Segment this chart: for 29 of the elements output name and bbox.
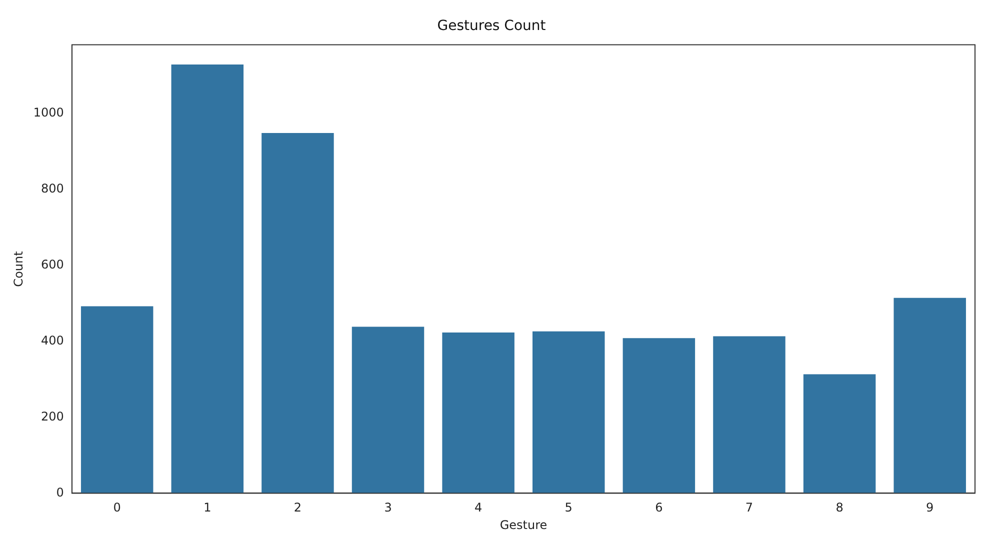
- bar: [442, 332, 514, 494]
- bar: [803, 374, 876, 494]
- x-tick-label: 0: [113, 500, 121, 515]
- x-tick-label: 1: [204, 500, 212, 515]
- bar: [171, 64, 244, 494]
- bar: [262, 132, 334, 494]
- y-tick-label: 600: [41, 257, 64, 272]
- bar: [532, 331, 605, 494]
- chart-title: Gestures Count: [437, 18, 546, 34]
- bar: [894, 298, 966, 494]
- x-tick-label: 2: [294, 500, 302, 515]
- x-tick-label: 3: [384, 500, 392, 515]
- x-tick-label: 9: [926, 500, 934, 515]
- x-tick-label: 5: [564, 500, 572, 515]
- x-tick-label: 7: [745, 500, 754, 515]
- y-tick-label: 400: [41, 333, 64, 348]
- bar: [352, 326, 424, 494]
- y-tick-label: 1000: [33, 105, 64, 120]
- x-axis-title: Gesture: [500, 518, 548, 532]
- y-axis-title: Count: [11, 250, 26, 287]
- bar: [622, 338, 696, 494]
- x-tick-label: 6: [655, 500, 663, 515]
- bar: [713, 336, 786, 494]
- bar: [80, 306, 154, 494]
- y-tick-label: 200: [41, 409, 64, 424]
- y-tick-label: 800: [41, 181, 64, 196]
- x-tick-label: 8: [836, 500, 844, 515]
- x-tick-label: 4: [474, 500, 482, 515]
- y-tick-label: 0: [56, 485, 64, 500]
